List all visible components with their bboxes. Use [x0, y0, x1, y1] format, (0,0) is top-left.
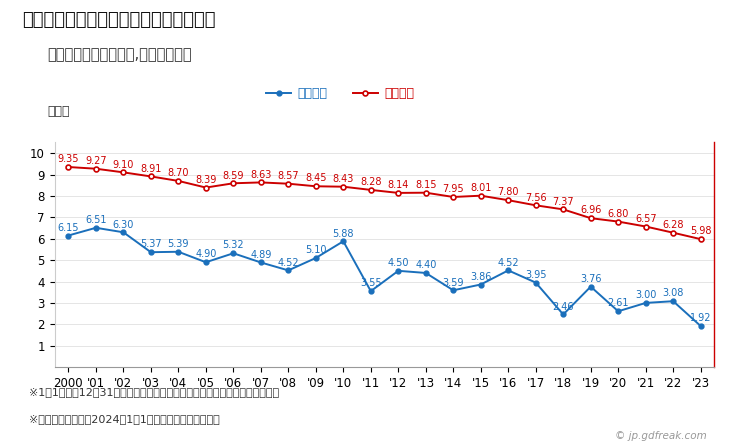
- Text: 鰺ヶ沢町の人口千人当たり出生数の推移: 鰺ヶ沢町の人口千人当たり出生数の推移: [22, 11, 215, 29]
- Text: 6.80: 6.80: [607, 209, 629, 219]
- Text: 8.91: 8.91: [140, 164, 162, 174]
- Text: 5.37: 5.37: [140, 239, 162, 249]
- Text: 7.56: 7.56: [525, 193, 547, 202]
- Text: 8.45: 8.45: [305, 174, 327, 183]
- Text: 1.92: 1.92: [690, 313, 712, 323]
- Text: （人）: （人）: [47, 105, 70, 118]
- Text: 6.15: 6.15: [58, 223, 79, 233]
- Text: 8.43: 8.43: [332, 174, 354, 184]
- Text: 4.50: 4.50: [388, 258, 409, 268]
- Text: 8.39: 8.39: [195, 175, 217, 185]
- Text: 5.88: 5.88: [332, 228, 354, 239]
- Legend: 鰺ヶ沢町, 全国平均: 鰺ヶ沢町, 全国平均: [262, 82, 419, 105]
- Text: 8.14: 8.14: [388, 180, 409, 190]
- Text: 4.89: 4.89: [250, 250, 271, 260]
- Text: 8.01: 8.01: [470, 183, 491, 193]
- Text: ※市区町村の場合は2024年1月1日時点の市区町村境界。: ※市区町村の場合は2024年1月1日時点の市区町村境界。: [29, 414, 220, 424]
- Text: 9.35: 9.35: [58, 154, 79, 164]
- Text: 7.80: 7.80: [497, 187, 519, 198]
- Text: 6.57: 6.57: [635, 214, 657, 224]
- Text: 8.28: 8.28: [360, 177, 381, 187]
- Text: 3.55: 3.55: [360, 279, 381, 288]
- Text: 8.70: 8.70: [168, 168, 189, 178]
- Text: 8.57: 8.57: [278, 171, 299, 181]
- Text: 8.15: 8.15: [415, 180, 437, 190]
- Text: 4.52: 4.52: [278, 258, 299, 267]
- Text: 6.96: 6.96: [580, 206, 601, 215]
- Text: 2.61: 2.61: [607, 299, 629, 308]
- Text: 3.08: 3.08: [663, 288, 684, 299]
- Text: 5.32: 5.32: [222, 240, 244, 251]
- Text: 5.39: 5.39: [168, 239, 189, 249]
- Text: 6.28: 6.28: [663, 220, 684, 230]
- Text: 3.86: 3.86: [470, 272, 491, 282]
- Text: 5.10: 5.10: [305, 245, 327, 255]
- Text: 9.10: 9.10: [113, 160, 134, 170]
- Text: 3.76: 3.76: [580, 274, 601, 284]
- Text: 6.30: 6.30: [113, 219, 134, 230]
- Text: 9.27: 9.27: [85, 156, 106, 166]
- Text: （住民基本台帳ベース,日本人住民）: （住民基本台帳ベース,日本人住民）: [47, 47, 192, 62]
- Text: 2.46: 2.46: [553, 302, 574, 312]
- Text: 7.95: 7.95: [443, 184, 464, 194]
- Text: 4.90: 4.90: [195, 250, 217, 259]
- Text: 5.98: 5.98: [690, 227, 712, 236]
- Text: ※1月1日から12月31日までの外国人を除く日本人住民の千人当たり出生数。: ※1月1日から12月31日までの外国人を除く日本人住民の千人当たり出生数。: [29, 387, 279, 397]
- Text: 3.00: 3.00: [635, 290, 656, 300]
- Text: 4.40: 4.40: [415, 260, 437, 270]
- Text: 3.95: 3.95: [525, 270, 547, 280]
- Text: 8.63: 8.63: [250, 170, 271, 180]
- Text: 6.51: 6.51: [85, 215, 106, 225]
- Text: 3.59: 3.59: [443, 278, 464, 287]
- Text: © jp.gdfreak.com: © jp.gdfreak.com: [615, 431, 707, 441]
- Text: 8.59: 8.59: [222, 170, 244, 181]
- Text: 7.37: 7.37: [553, 197, 574, 206]
- Text: 4.52: 4.52: [497, 258, 519, 267]
